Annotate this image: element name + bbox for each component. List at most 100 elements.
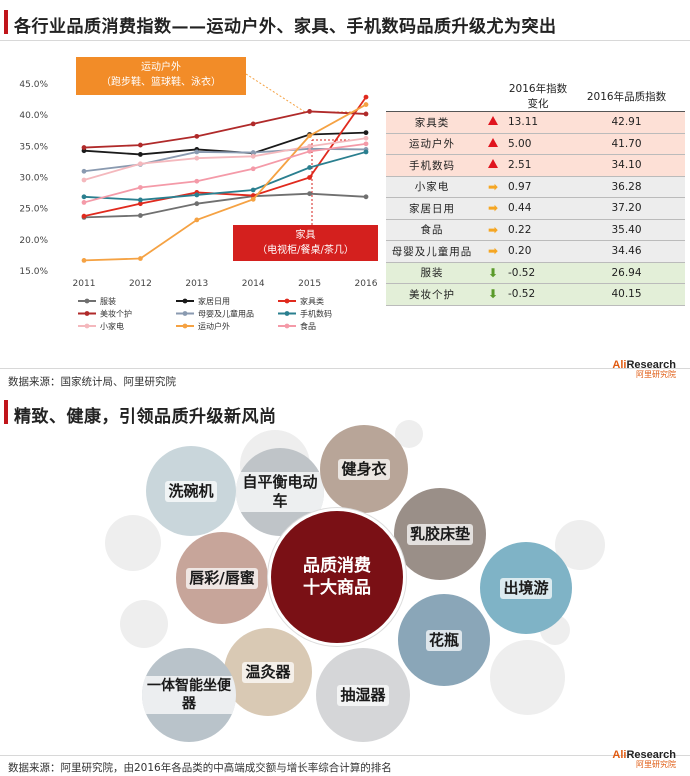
product-smart-toilet: 一体智能坐便器 — [142, 648, 236, 742]
series-line — [83, 137, 367, 181]
data-point — [194, 133, 200, 139]
row-index: 40.15 — [568, 283, 685, 306]
product-vase: 花瓶 — [398, 594, 490, 686]
arrow-right-icon: ➡ — [487, 179, 499, 194]
row-index: 36.28 — [568, 176, 685, 198]
product-dishwasher: 洗碗机 — [146, 446, 236, 536]
product-overseas-travel: 出境游 — [480, 542, 572, 634]
table-row: 母婴及儿童用品 ➡ 0.20 34.46 — [386, 240, 685, 263]
legend-marker — [284, 311, 290, 316]
row-index: 42.91 — [568, 111, 685, 134]
row-category: 家居日用 — [386, 197, 478, 220]
data-point — [81, 194, 87, 200]
y-tick-label: 45.0% — [19, 80, 48, 90]
row-category: 服装 — [386, 262, 478, 284]
series-line — [83, 131, 367, 156]
data-point — [363, 149, 369, 155]
data-point — [138, 185, 143, 190]
callout-sports-title: 运动户外 — [141, 62, 181, 73]
series-line — [83, 192, 367, 219]
data-point — [138, 201, 143, 207]
data-point — [138, 197, 143, 203]
line-chart: 15.0% 20.0% 25.0% 30.0% 35.0% 40.0% 45.0% 2011 2… — [19, 73, 378, 331]
data-point — [250, 150, 256, 155]
legend-label: 运动户外 — [198, 321, 230, 331]
data-point — [307, 191, 312, 197]
center-label: 品质消费 十大商品 — [268, 508, 406, 646]
data-point — [307, 143, 312, 149]
data-point — [194, 178, 200, 184]
data-point — [363, 130, 369, 136]
aliresearch-logo: AliResearch 阿里研究院 — [612, 359, 676, 379]
row-category: 家具类 — [386, 111, 478, 134]
arrow-up-icon — [488, 137, 498, 147]
x-tick-label: 2013 — [185, 279, 208, 289]
section1-title-bar — [4, 10, 8, 34]
row-change: -0.52 — [508, 262, 568, 284]
section1-title: 各行业品质消费指数——运动户外、家具、手机数码品质升级尤为突出 — [14, 17, 557, 37]
divider — [0, 755, 690, 756]
legend-marker — [182, 323, 188, 329]
legend-marker — [84, 323, 90, 329]
legend-marker — [284, 298, 290, 304]
data-point — [81, 258, 87, 263]
data-point — [250, 187, 256, 193]
row-change: 0.20 — [508, 240, 568, 263]
table-row: 家居日用 ➡ 0.44 37.20 — [386, 197, 685, 220]
y-tick-label: 35.0% — [19, 142, 48, 152]
x-tick-label: 2016 — [355, 279, 378, 289]
arrow-right-icon: ➡ — [487, 201, 499, 216]
legend-label: 家具类 — [300, 296, 324, 306]
legend-marker — [84, 298, 90, 304]
x-tick-label: 2015 — [298, 279, 321, 289]
data-point — [138, 152, 143, 157]
row-index: 41.70 — [568, 133, 685, 155]
legend-marker — [84, 311, 90, 316]
y-tick-label: 40.0% — [19, 111, 48, 121]
series-line — [83, 103, 367, 262]
legend-label: 美妆个护 — [100, 309, 132, 319]
data-point — [363, 141, 369, 147]
callout-furniture-detail: （电视柜/餐桌/茶几） — [257, 245, 354, 256]
data-point — [194, 217, 200, 223]
data-point — [307, 148, 312, 154]
data-point — [81, 168, 87, 174]
row-category: 美妆个护 — [386, 283, 478, 306]
data-point — [363, 102, 369, 107]
legend-label: 母婴及儿童用品 — [198, 309, 254, 319]
index-table: 2016年指数变化 2016年品质指数 家具类 13.11 42.91 运动户外 5.0… — [386, 81, 685, 306]
callout-leader — [245, 73, 306, 113]
data-point — [250, 153, 256, 159]
y-tick-label: 20.0% — [19, 236, 48, 246]
table-header: 2016年指数变化 2016年品质指数 — [386, 81, 685, 112]
data-point — [363, 111, 369, 117]
table-row: 美妆个护 ⬇ -0.52 40.15 — [386, 283, 685, 306]
arrow-right-icon: ➡ — [487, 244, 499, 259]
arrow-up-icon — [488, 116, 498, 126]
data-point — [307, 109, 312, 114]
section2-title: 精致、健康，引领品质升级新风尚 — [14, 407, 277, 427]
x-tick-label: 2011 — [73, 279, 96, 289]
legend-label: 小家电 — [100, 321, 124, 331]
divider — [0, 368, 690, 369]
table-row: 服装 ⬇ -0.52 26.94 — [386, 262, 685, 284]
row-index: 37.20 — [568, 197, 685, 220]
data-point — [307, 165, 312, 170]
callout-sports: 运动户外 （跑步鞋、篮球鞋、泳衣） — [76, 57, 246, 95]
product-fitness-wear: 健身衣 — [320, 425, 408, 513]
data-point — [194, 155, 200, 161]
row-category: 运动户外 — [386, 133, 478, 155]
row-change: 0.22 — [508, 219, 568, 241]
data-point — [194, 192, 200, 198]
product-dehumidifier: 抽湿器 — [316, 648, 410, 742]
data-point — [81, 177, 87, 183]
series-line — [83, 110, 367, 149]
series-line — [83, 151, 367, 201]
legend-marker — [284, 323, 290, 329]
data-point — [363, 135, 369, 141]
deco-circle — [490, 640, 565, 715]
table-row: 运动户外 5.00 41.70 — [386, 133, 685, 155]
data-point — [138, 142, 143, 148]
table-row: 食品 ➡ 0.22 35.40 — [386, 219, 685, 241]
product-moxibustion: 温灸器 — [224, 628, 312, 716]
